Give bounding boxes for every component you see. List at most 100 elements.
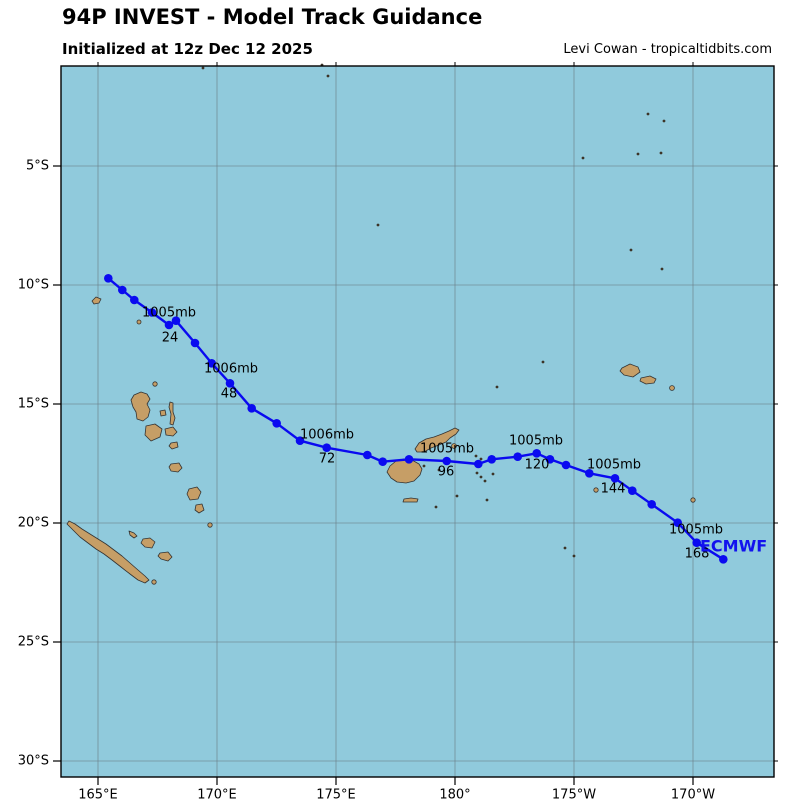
figure-title: 94P INVEST - Model Track Guidance bbox=[62, 5, 483, 29]
track-point bbox=[295, 436, 305, 446]
pressure-label: 1006mb bbox=[300, 428, 354, 443]
islet-speck bbox=[541, 360, 545, 364]
island-efate bbox=[168, 462, 183, 473]
islet-speck bbox=[475, 471, 479, 475]
model-name-label: ECMWF bbox=[700, 537, 767, 556]
islet-speck bbox=[662, 119, 666, 123]
x-tick-label: 170°E bbox=[197, 788, 237, 800]
islet-speck bbox=[483, 479, 487, 483]
islet-speck bbox=[479, 457, 483, 461]
track-point bbox=[532, 449, 541, 458]
track-point bbox=[442, 456, 452, 466]
islet-speck bbox=[563, 546, 567, 550]
islet-speck bbox=[581, 156, 585, 160]
y-tick-label: 15°S bbox=[18, 397, 49, 412]
hour-label: 72 bbox=[319, 452, 336, 467]
islet-speck bbox=[629, 248, 633, 252]
track-point bbox=[322, 443, 332, 453]
track-point bbox=[164, 320, 174, 330]
island-niue bbox=[690, 497, 696, 503]
islet-speck bbox=[455, 494, 459, 498]
island-tiny-island bbox=[136, 319, 142, 325]
credit-label: Levi Cowan - tropicaltidbits.com bbox=[563, 42, 772, 57]
y-tick-label: 30°S bbox=[18, 754, 49, 769]
hour-label: 24 bbox=[162, 331, 179, 346]
islet-speck bbox=[376, 223, 380, 227]
track-point bbox=[487, 455, 497, 464]
island-kadavu bbox=[402, 497, 419, 503]
island-ambae bbox=[159, 409, 167, 417]
track-point bbox=[719, 555, 728, 564]
island-new-caledonia bbox=[66, 520, 150, 584]
hour-label: 144 bbox=[601, 482, 626, 497]
y-tick-label: 20°S bbox=[18, 516, 49, 531]
x-tick-label: 165°E bbox=[78, 788, 118, 800]
track-point bbox=[647, 500, 656, 509]
island-mare bbox=[157, 551, 173, 562]
track-point bbox=[272, 419, 282, 428]
pressure-label: 1005mb bbox=[587, 458, 641, 473]
hour-label: 96 bbox=[438, 465, 455, 480]
island-savaii bbox=[619, 363, 641, 378]
island-lifou bbox=[140, 537, 156, 549]
y-tick-label: 5°S bbox=[26, 159, 49, 174]
islet-speck bbox=[660, 267, 664, 271]
island-tanna bbox=[194, 503, 205, 514]
island-erromango bbox=[186, 486, 202, 501]
islet-speck bbox=[636, 152, 640, 156]
ocean-background bbox=[61, 66, 774, 777]
track-point bbox=[628, 486, 637, 496]
island-epi bbox=[168, 441, 179, 450]
track-point bbox=[130, 295, 139, 305]
y-tick-label: 10°S bbox=[18, 278, 49, 293]
track-point bbox=[247, 404, 256, 413]
islet-speck bbox=[659, 151, 663, 155]
island-aneityum bbox=[207, 522, 213, 528]
track-point bbox=[118, 285, 127, 295]
y-tick-label: 25°S bbox=[18, 635, 49, 650]
island-taveuni bbox=[451, 443, 457, 449]
track-point bbox=[363, 450, 372, 460]
island-vanua-levu bbox=[414, 427, 460, 453]
island-isle-of-pines bbox=[151, 579, 157, 585]
pressure-label: 1005mb bbox=[509, 434, 563, 449]
island-maewo-pentecost bbox=[168, 401, 176, 426]
pressure-label: 1005mb bbox=[669, 523, 723, 538]
track-point bbox=[147, 308, 157, 317]
x-tick-label: 180° bbox=[439, 788, 470, 800]
hour-label: 120 bbox=[525, 458, 550, 473]
track-point bbox=[378, 457, 388, 467]
hour-label: 168 bbox=[685, 547, 710, 562]
hour-label: 48 bbox=[221, 387, 238, 402]
island-santa-cruz bbox=[91, 296, 102, 305]
islet-speck bbox=[479, 475, 483, 479]
init-time-label: Initialized at 12z Dec 12 2025 bbox=[62, 40, 313, 58]
island-espiritu-santo bbox=[130, 391, 151, 422]
track-point bbox=[404, 455, 414, 464]
track-point bbox=[474, 459, 483, 469]
island-tutuila bbox=[669, 385, 675, 391]
map-border bbox=[60, 65, 775, 778]
track-point bbox=[171, 316, 181, 326]
islet-speck bbox=[434, 505, 438, 509]
islet-speck bbox=[326, 74, 330, 78]
island-upolu bbox=[639, 375, 657, 385]
track-point bbox=[513, 452, 522, 462]
island-tonga-island bbox=[593, 487, 599, 493]
island-ambrym bbox=[164, 426, 178, 437]
island-banks-island bbox=[152, 381, 158, 387]
track-point bbox=[104, 274, 113, 283]
track-point bbox=[692, 538, 701, 547]
islet-speck bbox=[437, 468, 441, 472]
islet-speck bbox=[646, 112, 650, 116]
island-ouvea bbox=[128, 530, 138, 539]
island-malakula bbox=[144, 423, 163, 442]
islet-speck bbox=[422, 464, 426, 468]
track-point bbox=[225, 379, 235, 388]
islet-speck bbox=[491, 472, 495, 476]
islet-speck bbox=[572, 554, 576, 558]
track-point bbox=[561, 460, 571, 470]
islet-speck bbox=[201, 66, 205, 70]
islet-speck bbox=[474, 454, 478, 458]
